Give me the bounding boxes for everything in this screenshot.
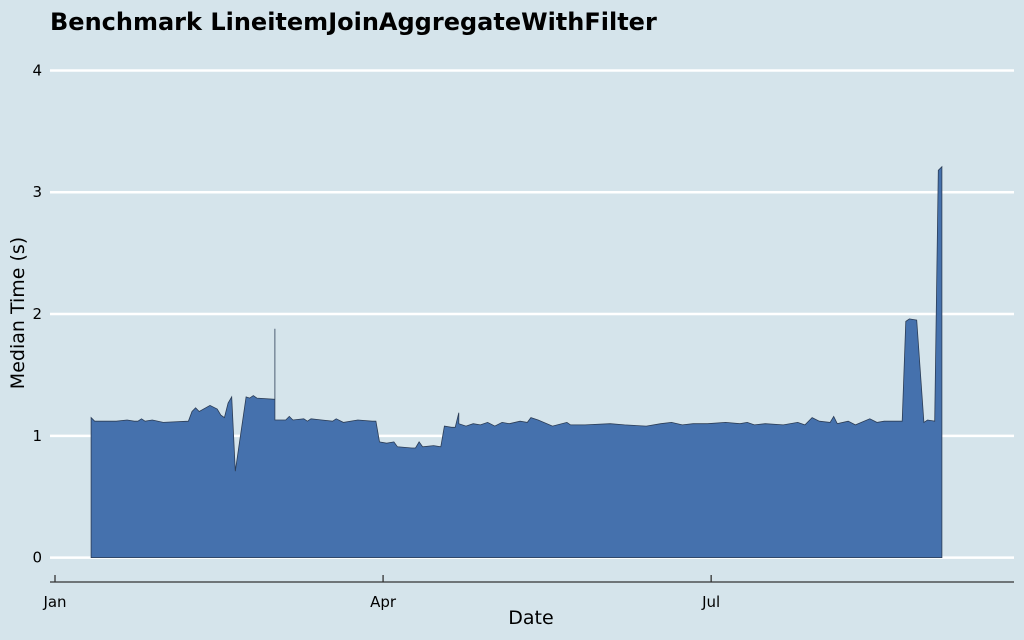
x-axis: Jan Apr Jul <box>42 575 1014 611</box>
y-axis-ticks: 0 1 2 3 4 <box>32 61 42 566</box>
y-tick-label: 1 <box>32 427 42 445</box>
x-axis-label: Date <box>508 607 553 629</box>
y-tick-label: 4 <box>32 61 42 79</box>
y-axis-label: Median Time (s) <box>7 237 29 389</box>
x-tick-label: Apr <box>370 593 397 611</box>
series-area-layer <box>90 165 943 558</box>
y-tick-label: 3 <box>32 183 42 201</box>
chart-title: Benchmark LineitemJoinAggregateWithFilte… <box>50 8 657 36</box>
y-tick-label: 0 <box>32 549 42 567</box>
series-area-0 <box>90 165 943 558</box>
x-tick-label: Jul <box>701 593 720 611</box>
y-tick-label: 2 <box>32 305 42 323</box>
x-tick-label: Jan <box>42 593 66 611</box>
